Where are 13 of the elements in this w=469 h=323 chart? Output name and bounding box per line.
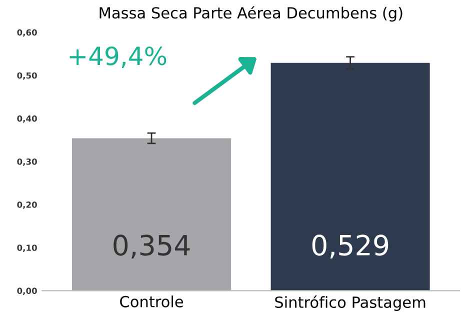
- annotation: +49,4%: [70, 46, 166, 68]
- y-tick-label: 0,50: [17, 72, 37, 80]
- x-tick-label: Controle: [120, 296, 184, 308]
- y-tick-label: 0,00: [17, 288, 37, 296]
- data-label: 0,354: [114, 234, 190, 259]
- data-label: 0,529: [312, 234, 388, 259]
- y-tick-label: 0,10: [17, 244, 37, 252]
- chart-title: Massa Seca Parte Aérea Decumbens (g): [100, 6, 402, 22]
- y-tick-label: 0,60: [17, 29, 37, 37]
- y-tick-label: 0,30: [17, 158, 37, 166]
- y-tick-label: 0,40: [17, 115, 37, 123]
- y-tick-label: 0,20: [17, 202, 37, 209]
- x-tick-label: Sintrófico Pastagem: [275, 296, 426, 311]
